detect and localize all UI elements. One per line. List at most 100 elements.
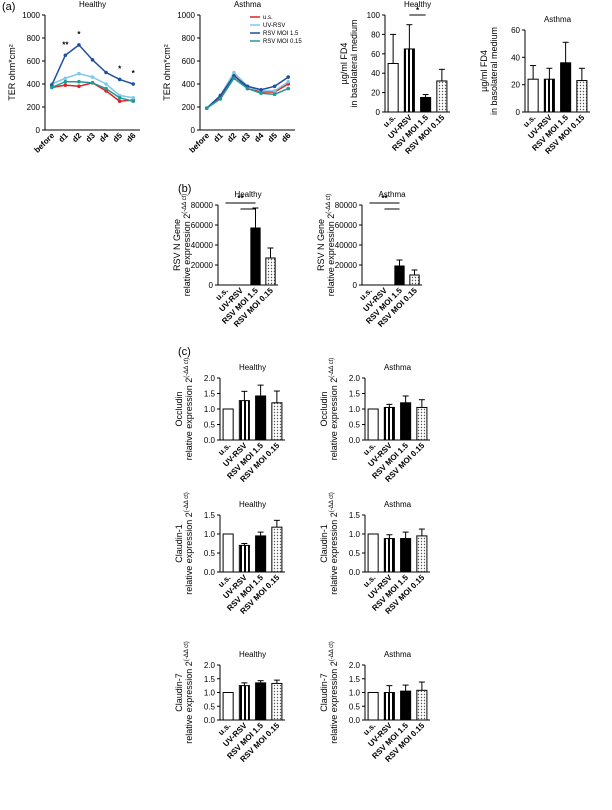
legend-label: RSV MOI 1.5 — [263, 31, 299, 37]
chart-title: Asthma — [384, 363, 412, 372]
panel-label: (b) — [178, 183, 191, 195]
x-tick-label: d3 — [239, 131, 252, 144]
chart-title: Healthy — [239, 650, 266, 659]
y-tick-label: 400 — [27, 80, 41, 89]
marker — [77, 79, 81, 84]
y-tick-label: 1.0 — [349, 405, 361, 414]
y-axis-label-text: RSV N Gene — [172, 219, 182, 271]
marker — [259, 91, 263, 95]
y-tick-label: 20000 — [335, 261, 358, 270]
y-tick-label: 60 — [511, 26, 520, 35]
y-axis-label: µg/ml FD4 — [339, 43, 349, 85]
y-tick-label: 1000 — [177, 11, 195, 20]
y-axis-label-text: relative expression 2 — [326, 214, 336, 297]
panel-label: (c) — [178, 346, 191, 358]
y-tick-label: 200 — [27, 103, 41, 112]
y-axis-label-text: Occludin — [319, 391, 329, 426]
bar — [367, 533, 379, 573]
y-tick-label: 1.5 — [204, 675, 216, 684]
y-axis-label-text: Claudin-7 — [319, 673, 329, 712]
bar — [367, 408, 379, 441]
bar — [238, 685, 250, 721]
y-axis-label-superscript: (-ΔΔ ct) — [326, 194, 332, 214]
y-axis-label: Claudin-7 — [319, 673, 329, 712]
bar — [222, 533, 234, 573]
y-tick-label: 600 — [182, 57, 196, 66]
marker — [77, 71, 81, 76]
y-axis-label-superscript: (-ΔΔ ct) — [329, 358, 335, 378]
bar — [367, 692, 379, 721]
bar — [265, 257, 276, 286]
y-tick-label: 0.0 — [349, 568, 361, 577]
bar — [416, 689, 428, 721]
y-tick-label: 1.0 — [204, 689, 216, 698]
y-axis-label: Claudin-7 — [174, 673, 184, 712]
marker — [131, 99, 136, 104]
y-tick-label: 1.0 — [204, 405, 216, 414]
marker — [131, 96, 136, 100]
y-tick-label: 0.5 — [349, 702, 361, 711]
y-axis-label-superscript: (-ΔΔ ct) — [184, 492, 190, 512]
bar — [222, 408, 234, 441]
x-tick-label: d5 — [266, 131, 279, 144]
marker — [218, 97, 223, 101]
y-axis-label: TER ohm*cm² — [7, 44, 17, 101]
y-tick-label: 1.0 — [349, 689, 361, 698]
y-axis-label-text: relative expression 2 — [329, 378, 339, 461]
legend-label: RSV MOI 0.15 — [263, 39, 302, 45]
marker — [63, 53, 68, 58]
y-tick-label: 0.5 — [204, 549, 216, 558]
y-axis-label: in basolateral medium — [349, 19, 359, 107]
marker — [63, 79, 68, 84]
marker — [286, 79, 291, 84]
y-tick-label: 20 — [511, 81, 520, 90]
y-axis-label-superscript: (-ΔΔ ct) — [184, 641, 190, 661]
bar — [387, 63, 399, 113]
bar — [560, 62, 572, 113]
chart-title: Asthma — [384, 650, 412, 659]
y-tick-label: 0 — [376, 108, 381, 117]
y-axis-label: relative expression 2(-ΔΔ ct) — [182, 194, 192, 297]
y-axis-label-text: in basolateral medium — [489, 27, 499, 115]
y-tick-label: 1.5 — [204, 511, 216, 520]
y-tick-label: 2.0 — [204, 374, 216, 383]
y-tick-label: 40 — [511, 53, 520, 62]
x-tick-label: d6 — [125, 131, 138, 144]
x-tick-label: d4 — [98, 131, 111, 144]
x-tick-label: d3 — [84, 131, 97, 144]
marker — [272, 84, 277, 89]
y-tick-label: 1.5 — [349, 675, 361, 684]
y-tick-label: 100 — [367, 11, 381, 20]
panel-label: (a) — [2, 1, 15, 13]
y-tick-label: 1.0 — [204, 530, 216, 539]
y-tick-label: 2.0 — [204, 661, 216, 670]
y-tick-label: 800 — [27, 34, 41, 43]
marker — [90, 75, 95, 79]
y-tick-label: 2.0 — [349, 661, 361, 670]
marker — [90, 81, 95, 85]
bar — [543, 78, 555, 113]
y-tick-label: 0.0 — [204, 436, 216, 445]
marker — [77, 43, 81, 47]
bar — [383, 538, 395, 573]
bar — [255, 395, 267, 441]
bar — [403, 48, 415, 113]
bar — [383, 406, 395, 441]
y-tick-label: 400 — [182, 80, 196, 89]
marker — [104, 82, 108, 86]
bar — [400, 538, 412, 573]
chart-title: Healthy — [234, 190, 261, 199]
y-axis-label-text: Claudin-7 — [174, 673, 184, 712]
y-tick-label: 20 — [371, 89, 380, 98]
y-tick-label: 0.5 — [204, 702, 216, 711]
y-tick-label: 0 — [209, 281, 214, 290]
y-axis-label: Claudin-1 — [174, 524, 184, 563]
bar — [527, 78, 539, 113]
chart-title: Healthy — [404, 0, 431, 9]
marker — [259, 87, 263, 92]
y-tick-label: 0.5 — [349, 549, 361, 558]
y-axis-label: relative expression 2(-ΔΔ ct) — [326, 194, 336, 297]
x-tick-label: d2 — [70, 131, 83, 144]
y-axis-label: in basolateral medium — [489, 27, 499, 115]
